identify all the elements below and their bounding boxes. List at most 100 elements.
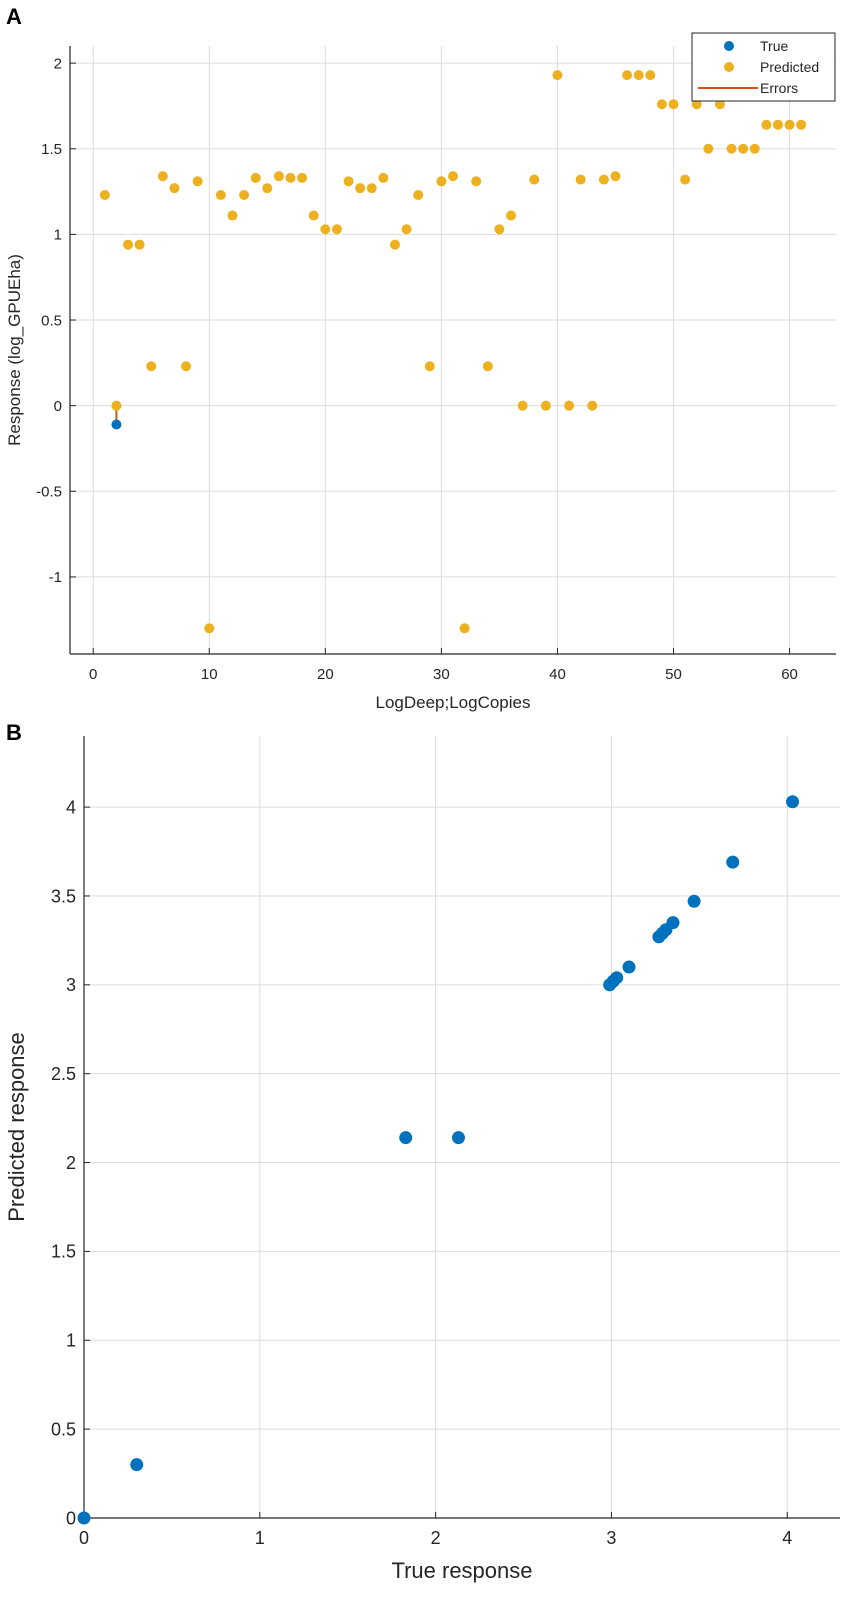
predicted-point xyxy=(772,119,783,130)
x-axis-title: LogDeep;LogCopies xyxy=(375,693,530,712)
true-point xyxy=(111,419,122,430)
predicted-point xyxy=(378,172,389,183)
y-tick-label: 1.5 xyxy=(41,141,62,158)
y-tick-label: 0 xyxy=(66,1508,76,1528)
x-tick-label: 10 xyxy=(201,666,218,683)
predicted-point xyxy=(564,400,575,411)
y-tick-label: 1 xyxy=(54,227,62,244)
predicted-point xyxy=(227,210,238,221)
predicted-point xyxy=(413,190,424,201)
predicted-point xyxy=(471,176,482,187)
predicted-point xyxy=(215,190,226,201)
predicted-point xyxy=(320,224,331,235)
predicted-point xyxy=(181,361,192,372)
predicted-vs-true-point xyxy=(687,894,701,908)
legend-label: True xyxy=(760,38,788,54)
x-axis-title: True response xyxy=(391,1558,532,1583)
predicted-vs-true-point xyxy=(451,1131,465,1145)
predicted-point xyxy=(622,70,633,81)
predicted-point xyxy=(668,99,679,110)
predicted-point xyxy=(250,172,261,183)
legend-box xyxy=(691,32,836,102)
predicted-vs-true-point xyxy=(666,916,680,930)
legend-label: Predicted xyxy=(760,59,819,75)
y-tick-label: -0.5 xyxy=(36,484,62,501)
legend-marker xyxy=(724,41,734,51)
predicted-point xyxy=(761,119,772,130)
y-axis-title: Response (log_GPUEha) xyxy=(5,254,24,446)
predicted-point xyxy=(726,143,737,154)
predicted-point xyxy=(111,400,122,411)
predicted-vs-true-point xyxy=(610,971,624,985)
predicted-point xyxy=(401,224,412,235)
predicted-point xyxy=(506,210,517,221)
y-tick-label: 0 xyxy=(54,398,62,415)
predicted-point xyxy=(738,143,749,154)
x-tick-label: 0 xyxy=(89,666,97,683)
y-tick-label: -1 xyxy=(49,569,62,586)
predicted-point xyxy=(633,70,644,81)
x-tick-label: 50 xyxy=(665,666,682,683)
x-tick-label: 3 xyxy=(606,1528,616,1548)
predicted-point xyxy=(691,99,702,110)
y-tick-label: 1 xyxy=(66,1331,76,1351)
legend-marker xyxy=(724,62,734,72)
predicted-point xyxy=(494,224,505,235)
predicted-point xyxy=(749,143,760,154)
y-tick-label: 2 xyxy=(54,55,62,72)
predicted-point xyxy=(99,190,110,201)
predicted-point xyxy=(169,183,180,194)
predicted-point xyxy=(436,176,447,187)
chart-a: 0 10 20 30 40 50 60 -1 -0.5 0 0.5 1 1.5 2 LogDeep;LogC… xyxy=(5,32,836,712)
predicted-vs-true-point xyxy=(726,855,740,869)
predicted-point xyxy=(529,174,540,185)
predicted-point xyxy=(355,183,366,194)
predicted-point xyxy=(703,143,714,154)
predicted-vs-true-point xyxy=(130,1458,144,1472)
predicted-point xyxy=(192,176,203,187)
chart-b: 0 1 2 3 4 0 0.5 1 1.5 2 2.5 3 3.5 4 True response Predi… xyxy=(4,736,840,1583)
x-tick-label: 30 xyxy=(433,666,450,683)
predicted-point xyxy=(157,171,168,182)
predicted-point xyxy=(656,99,667,110)
predicted-point xyxy=(343,176,354,187)
predicted-point xyxy=(459,623,470,634)
y-tick-label: 1.5 xyxy=(51,1242,76,1262)
y-axis-title: Predicted response xyxy=(4,1032,29,1222)
predicted-point xyxy=(389,239,400,250)
y-tick-label: 0.5 xyxy=(51,1419,76,1439)
predicted-point xyxy=(262,183,273,194)
predicted-point xyxy=(598,174,609,185)
predicted-point xyxy=(146,361,157,372)
predicted-point xyxy=(424,361,435,372)
x-tick-label: 20 xyxy=(317,666,334,683)
predicted-point xyxy=(366,183,377,194)
predicted-point xyxy=(714,99,725,110)
predicted-vs-true-point xyxy=(786,795,800,809)
predicted-point xyxy=(123,239,134,250)
predicted-point xyxy=(680,174,691,185)
x-tick-label: 4 xyxy=(782,1528,792,1548)
y-tick-label: 4 xyxy=(66,797,76,817)
predicted-point xyxy=(297,172,308,183)
y-tick-label: 3.5 xyxy=(51,886,76,906)
predicted-point xyxy=(239,190,250,201)
predicted-point xyxy=(540,400,551,411)
predicted-point xyxy=(552,70,563,81)
y-tick-label: 3 xyxy=(66,975,76,995)
predicted-vs-true-point xyxy=(622,960,636,974)
x-tick-label: 60 xyxy=(781,666,798,683)
predicted-point xyxy=(575,174,586,185)
y-tick-label: 2 xyxy=(66,1153,76,1173)
y-tick-label: 2.5 xyxy=(51,1064,76,1084)
predicted-point xyxy=(448,171,458,182)
predicted-point xyxy=(331,224,342,235)
predicted-vs-true-point xyxy=(399,1131,413,1145)
predicted-point xyxy=(645,70,656,81)
x-tick-label: 2 xyxy=(431,1528,441,1548)
predicted-point xyxy=(204,623,215,634)
y-tick-label: 0.5 xyxy=(41,312,62,329)
predicted-point xyxy=(610,171,621,182)
predicted-point xyxy=(134,239,145,250)
